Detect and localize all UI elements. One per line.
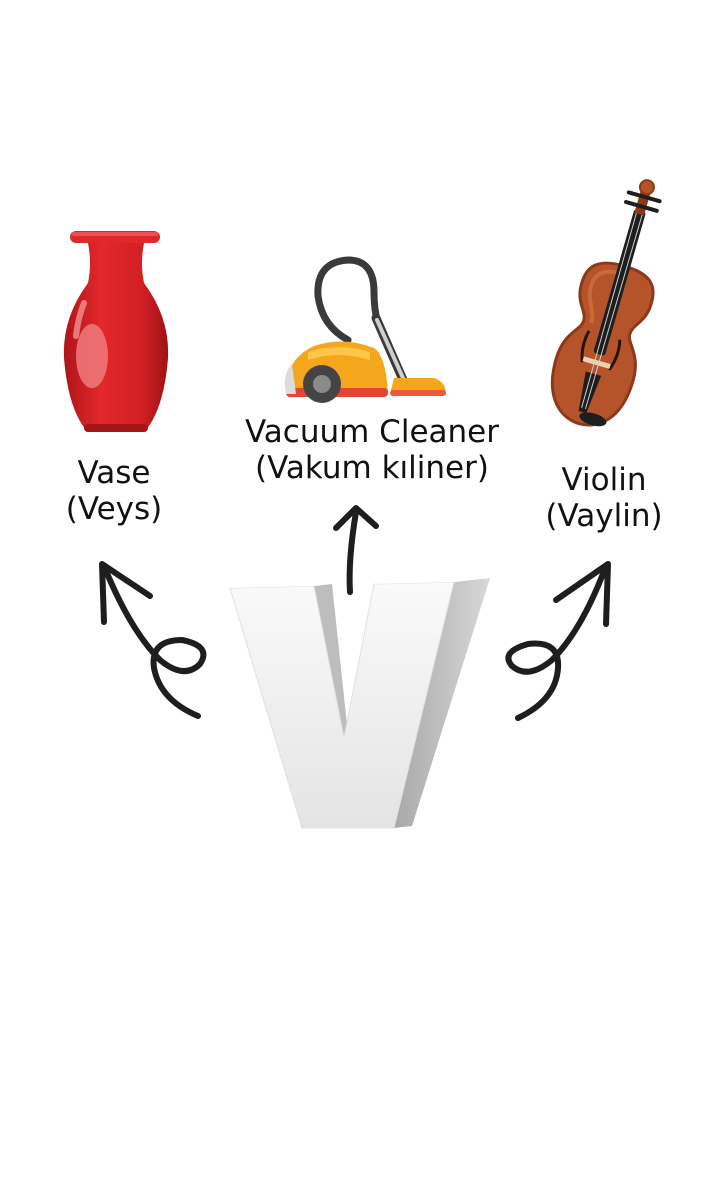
vacuum-cleaner-illustration xyxy=(278,256,450,408)
vacuum-cleaner-name: Vacuum Cleaner xyxy=(245,414,499,450)
arrow-to-vase xyxy=(101,563,207,719)
violin-label: Violin (Vaylin) xyxy=(514,462,694,534)
violin-pronunciation: (Vaylin) xyxy=(545,498,663,534)
violin-illustration xyxy=(550,176,672,442)
arrow-to-vacuum-cleaner xyxy=(346,509,359,595)
vase-label: Vase (Veys) xyxy=(24,455,204,527)
arrow-to-vacuum-cleaner-head xyxy=(333,505,379,531)
vase-pronunciation: (Veys) xyxy=(65,491,163,527)
vase-icon xyxy=(63,231,169,432)
vase-name: Vase xyxy=(77,455,151,491)
violin-name: Violin xyxy=(561,462,647,498)
vacuum-cleaner-label: Vacuum Cleaner (Vakum kıliner) xyxy=(222,414,522,486)
vacuum-cleaner-icon xyxy=(284,256,446,403)
violin-icon xyxy=(550,179,662,427)
arrow-to-violin xyxy=(505,563,609,721)
letter-v-3d xyxy=(229,578,490,829)
arrow-to-vase-head xyxy=(99,561,153,625)
vacuum-cleaner-pronunciation: (Vakum kıliner) xyxy=(255,450,489,486)
arrow-to-violin-head xyxy=(553,561,611,627)
vase-illustration xyxy=(58,228,174,436)
